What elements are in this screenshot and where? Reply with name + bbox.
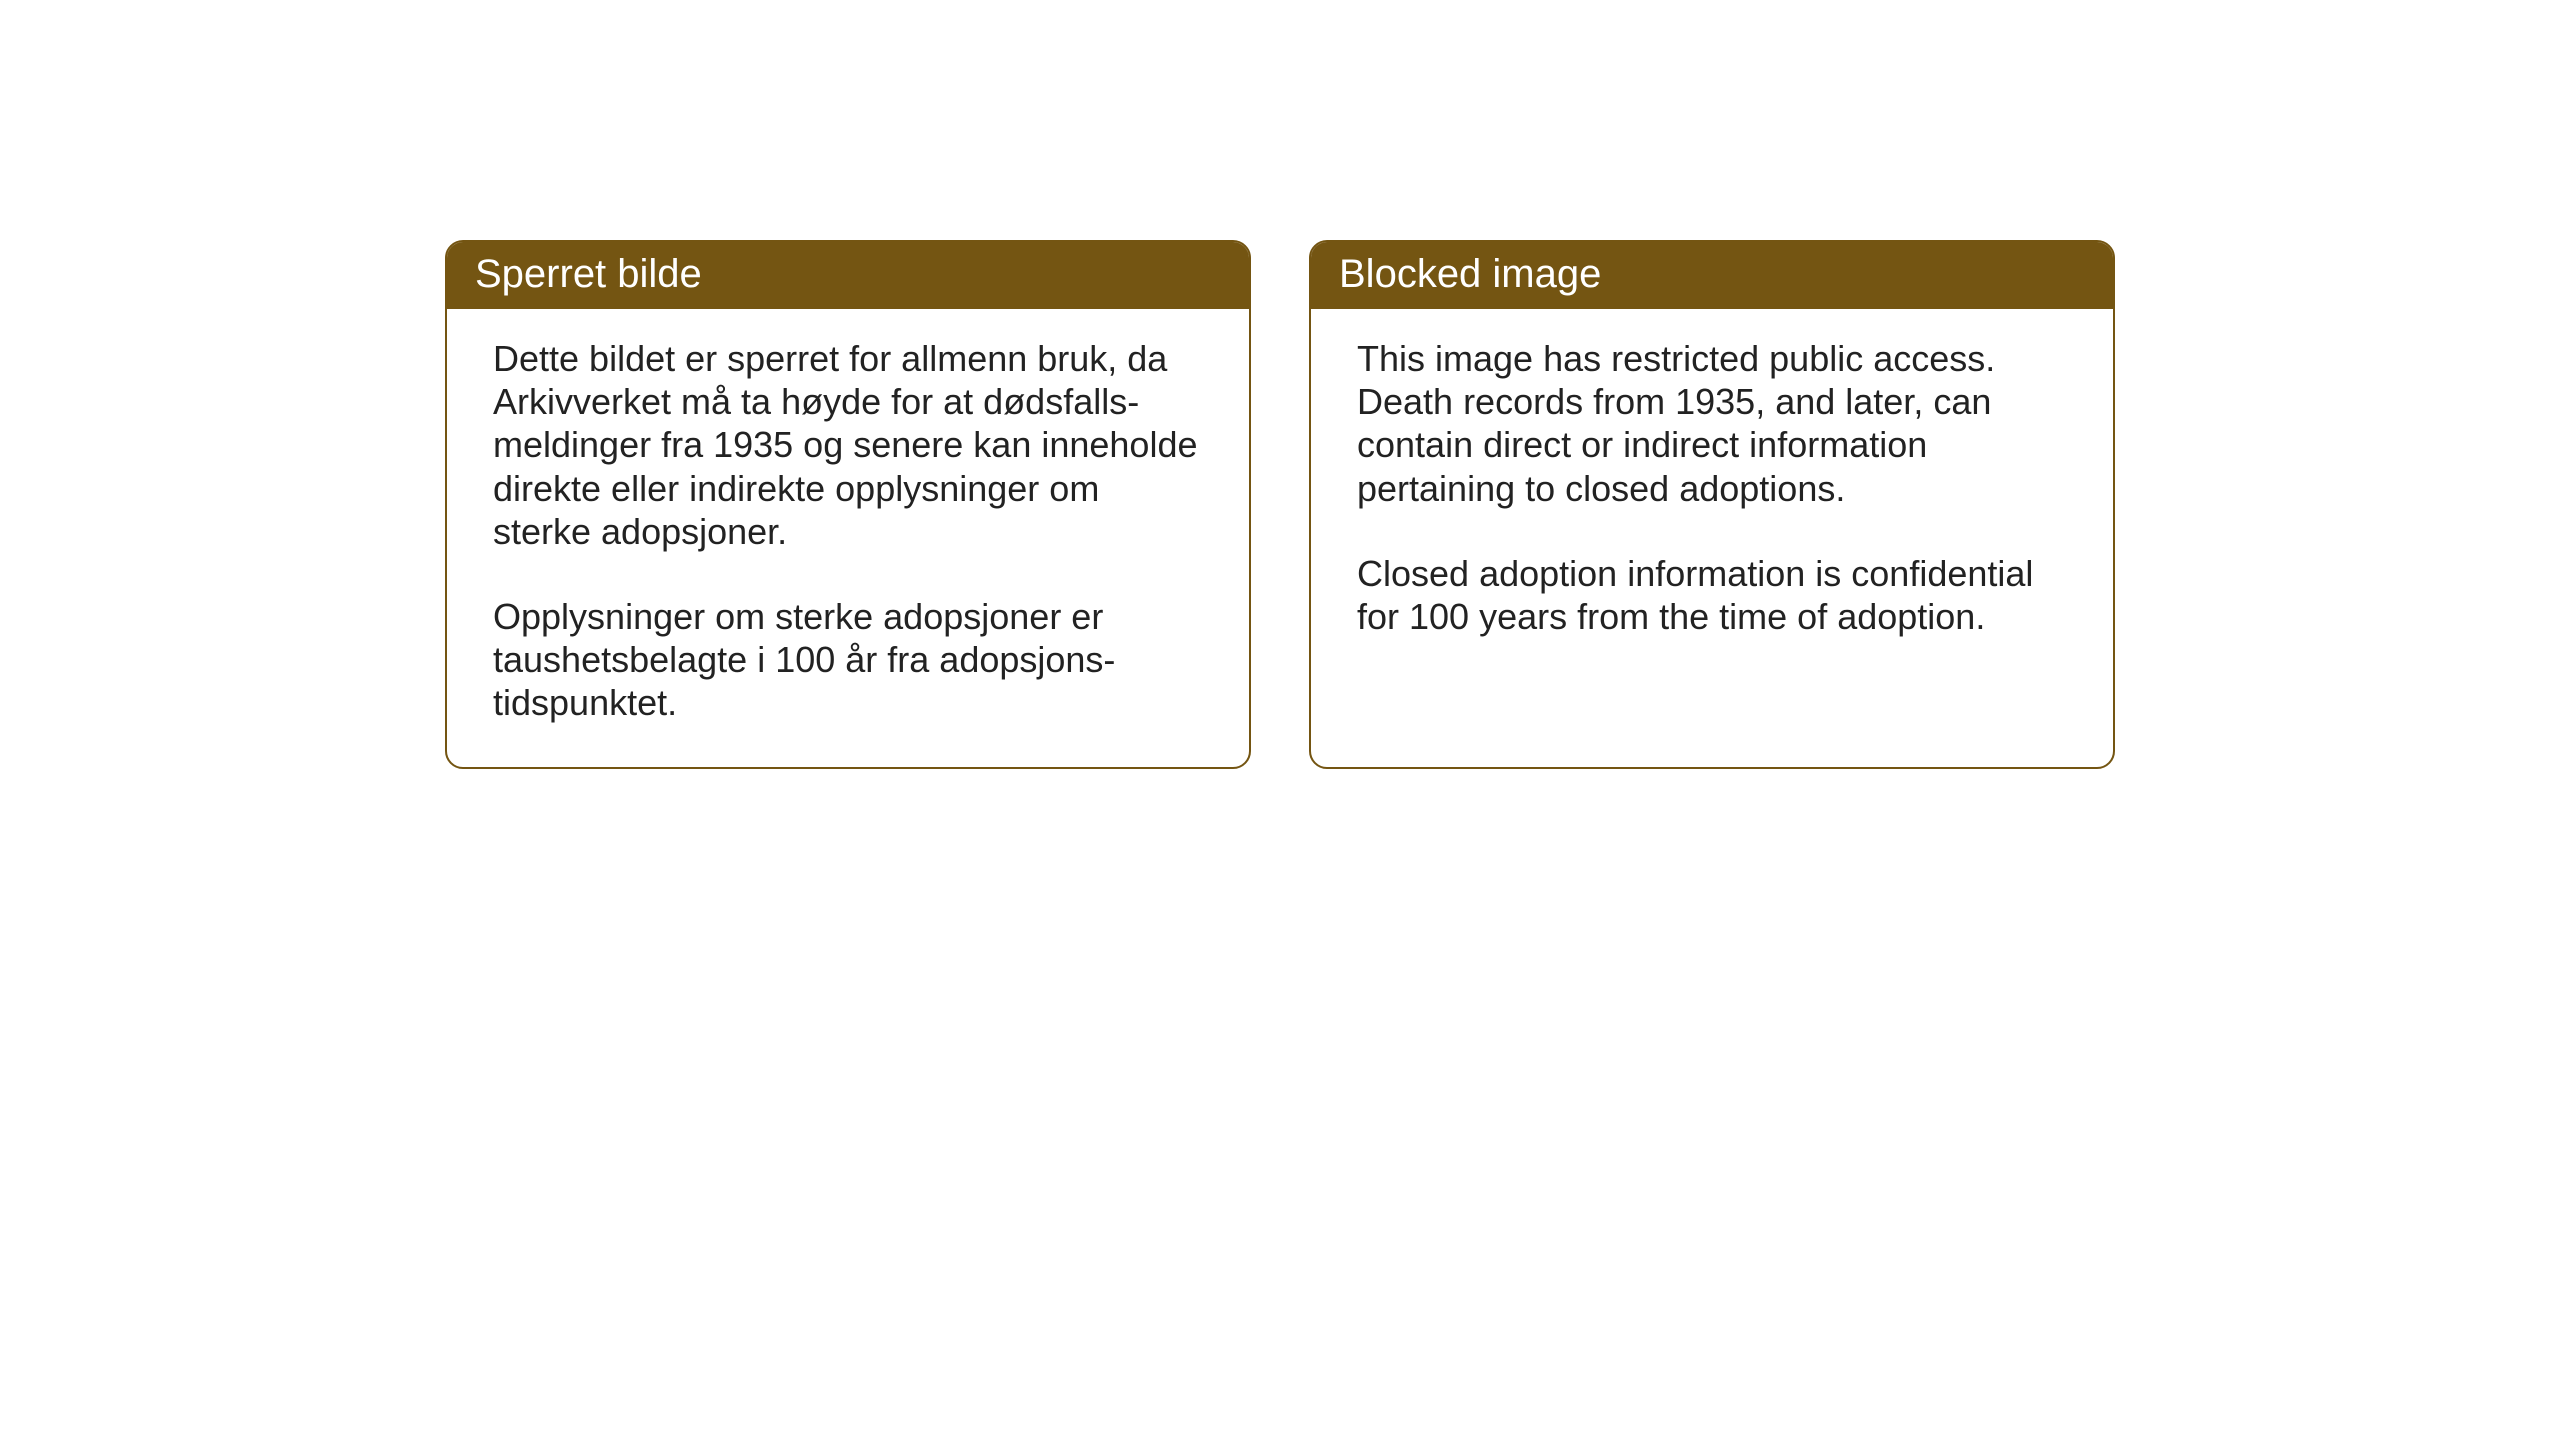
notice-paragraph-1-norwegian: Dette bildet er sperret for allmenn bruk… bbox=[493, 337, 1203, 553]
notice-header-english: Blocked image bbox=[1311, 242, 2113, 309]
notice-card-norwegian: Sperret bilde Dette bildet er sperret fo… bbox=[445, 240, 1251, 769]
notice-card-english: Blocked image This image has restricted … bbox=[1309, 240, 2115, 769]
notice-body-norwegian: Dette bildet er sperret for allmenn bruk… bbox=[447, 309, 1249, 767]
notice-header-norwegian: Sperret bilde bbox=[447, 242, 1249, 309]
notice-paragraph-2-norwegian: Opplysninger om sterke adopsjoner er tau… bbox=[493, 595, 1203, 725]
notice-paragraph-1-english: This image has restricted public access.… bbox=[1357, 337, 2067, 510]
notice-title-norwegian: Sperret bilde bbox=[475, 252, 702, 296]
notice-container: Sperret bilde Dette bildet er sperret fo… bbox=[445, 240, 2115, 769]
notice-title-english: Blocked image bbox=[1339, 252, 1601, 296]
notice-body-english: This image has restricted public access.… bbox=[1311, 309, 2113, 680]
notice-paragraph-2-english: Closed adoption information is confident… bbox=[1357, 552, 2067, 638]
